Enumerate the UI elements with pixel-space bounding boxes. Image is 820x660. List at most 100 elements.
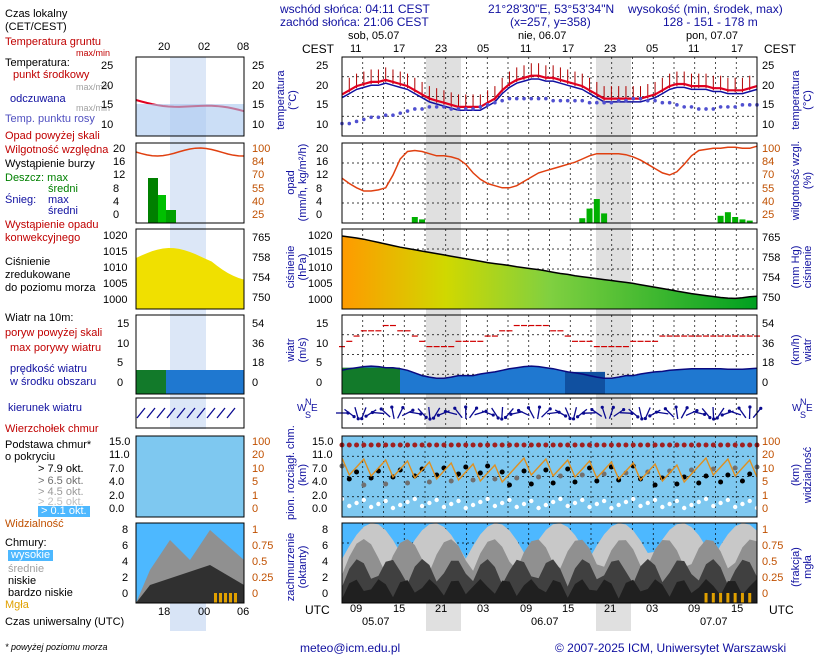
y-tick-left: 11.0 [312, 449, 333, 462]
legend-wind-arrow [136, 407, 146, 419]
legend-dew: Temp. punktu rosy [5, 113, 95, 125]
dew-point [529, 96, 534, 101]
legend-panel-border [135, 56, 245, 137]
wind-arrow [401, 409, 414, 417]
legend-y-tick-left: 1015 [103, 246, 128, 258]
cb-top-point [674, 442, 680, 448]
night-band-low-0 [426, 603, 461, 631]
cloud-base-point [747, 471, 753, 477]
legend-y-tick-left: 2.0 [109, 489, 125, 502]
y-tick-left: 15 [316, 317, 329, 330]
day-top-2: pon, 07.07 [686, 30, 738, 42]
wind-arrow-head [474, 406, 479, 410]
footer-email[interactable]: meteo@icm.edu.pl [300, 641, 401, 655]
legend-y-tick-right: 25 [252, 209, 265, 222]
cloud-base-point [565, 466, 571, 472]
wind-arrow-head [352, 415, 356, 419]
wind-arrow-head [537, 405, 542, 409]
legend-y-tick-right: 36 [252, 337, 265, 350]
legend-low: niskie [8, 575, 37, 587]
cb-top-point [601, 442, 607, 448]
precip-bar [586, 208, 593, 223]
legend-y-tick-left: 16 [113, 156, 126, 168]
cloud-base-point [477, 470, 483, 476]
y-tick-right: 20 [762, 449, 775, 462]
legend-wind-arrow [176, 407, 186, 419]
low-cloud-point [361, 497, 367, 503]
axis-temp-left: temperatura (°C) [275, 70, 299, 130]
wind-arrow [391, 406, 395, 420]
dew-point [405, 109, 410, 113]
wind-arrow-head [759, 406, 763, 410]
legend-storm: Wystąpienie burzy [5, 158, 95, 170]
dew-point [682, 105, 686, 109]
dew-point [500, 98, 504, 103]
cloud-base-point [521, 468, 527, 474]
low-cloud-point [405, 499, 410, 505]
cloud-base-point [346, 476, 352, 482]
legend-y-tick-right: 40 [252, 196, 265, 208]
legend-snow-bar [166, 210, 176, 223]
wind-arrow [656, 411, 669, 415]
fog-bar [726, 593, 730, 603]
legend-panel-border [135, 522, 245, 604]
dew-point [522, 96, 526, 101]
cb-top-point [477, 442, 483, 448]
dew-point [595, 100, 599, 105]
wind-arrow [547, 411, 560, 415]
low-cloud-point [507, 497, 512, 503]
y-tick-right: 0 [762, 377, 769, 390]
low-cloud-point [390, 505, 396, 511]
legend-y-tick-right: 5 [252, 476, 259, 489]
y-tick-left: 1010 [308, 262, 333, 274]
wind-arrow-head [548, 407, 552, 411]
low-cloud-point [580, 497, 585, 503]
wind-arrow [613, 409, 625, 417]
wind-arrow [344, 408, 355, 418]
cloud-base-point [601, 471, 607, 477]
cest-tick: 11 [688, 43, 700, 55]
wind-area [342, 366, 757, 394]
night-band-0 [426, 57, 461, 429]
legend-fog-bar [224, 593, 227, 603]
wind-arrow-head [364, 414, 368, 418]
dew-point [645, 98, 650, 103]
wind-arrow [712, 406, 715, 420]
day-bot-2: 07.07 [700, 616, 728, 628]
legend-y-tick-right: 10 [252, 462, 265, 475]
legend-y-tick-left: 0 [117, 377, 124, 390]
utc-label-right: UTC [769, 603, 794, 617]
legend-rain-mid: średni [48, 183, 78, 195]
y-tick-right: 100 [762, 435, 781, 448]
dew-point [354, 119, 359, 124]
dew-point [602, 100, 606, 105]
cb-top-point [383, 442, 389, 448]
cb-top-point [397, 442, 403, 448]
compass-s-left: S [305, 410, 312, 420]
legend-temperature: Temperatura: [5, 57, 70, 69]
dew-point [660, 100, 665, 105]
cb-top-point [463, 442, 469, 448]
legend-ground-temp: Temperatura gruntu [5, 36, 101, 48]
low-cloud-point [347, 503, 352, 509]
wind-arrow-head [712, 417, 716, 421]
wind-arrow-head [648, 414, 652, 418]
legend-y-tick-right: 10 [252, 119, 265, 132]
cloud-base-point [674, 481, 680, 487]
fog-bar [711, 593, 715, 603]
axis-cloud-left: pion. rozciągł. chm. (km) [285, 425, 309, 520]
cloud-base-point [485, 463, 491, 469]
cb-top-point [667, 442, 673, 448]
legend-y-tick-right: 750 [252, 292, 271, 304]
wind-arrow [572, 407, 578, 419]
legend-gust-max: max porywy wiatru [10, 342, 102, 354]
cb-top-point [681, 442, 687, 448]
legend-precip-occ: Wystąpienie opadu konwekcyjnego [5, 219, 99, 244]
cb-top-point [747, 442, 753, 448]
wind-arrow-head [379, 407, 383, 411]
y-tick-right: 5 [762, 476, 769, 489]
utc-tick: 15 [562, 603, 575, 615]
legend-very-low: bardzo niskie [8, 587, 73, 599]
cloud-base-point [732, 465, 738, 471]
low-cloud-point [354, 500, 359, 506]
